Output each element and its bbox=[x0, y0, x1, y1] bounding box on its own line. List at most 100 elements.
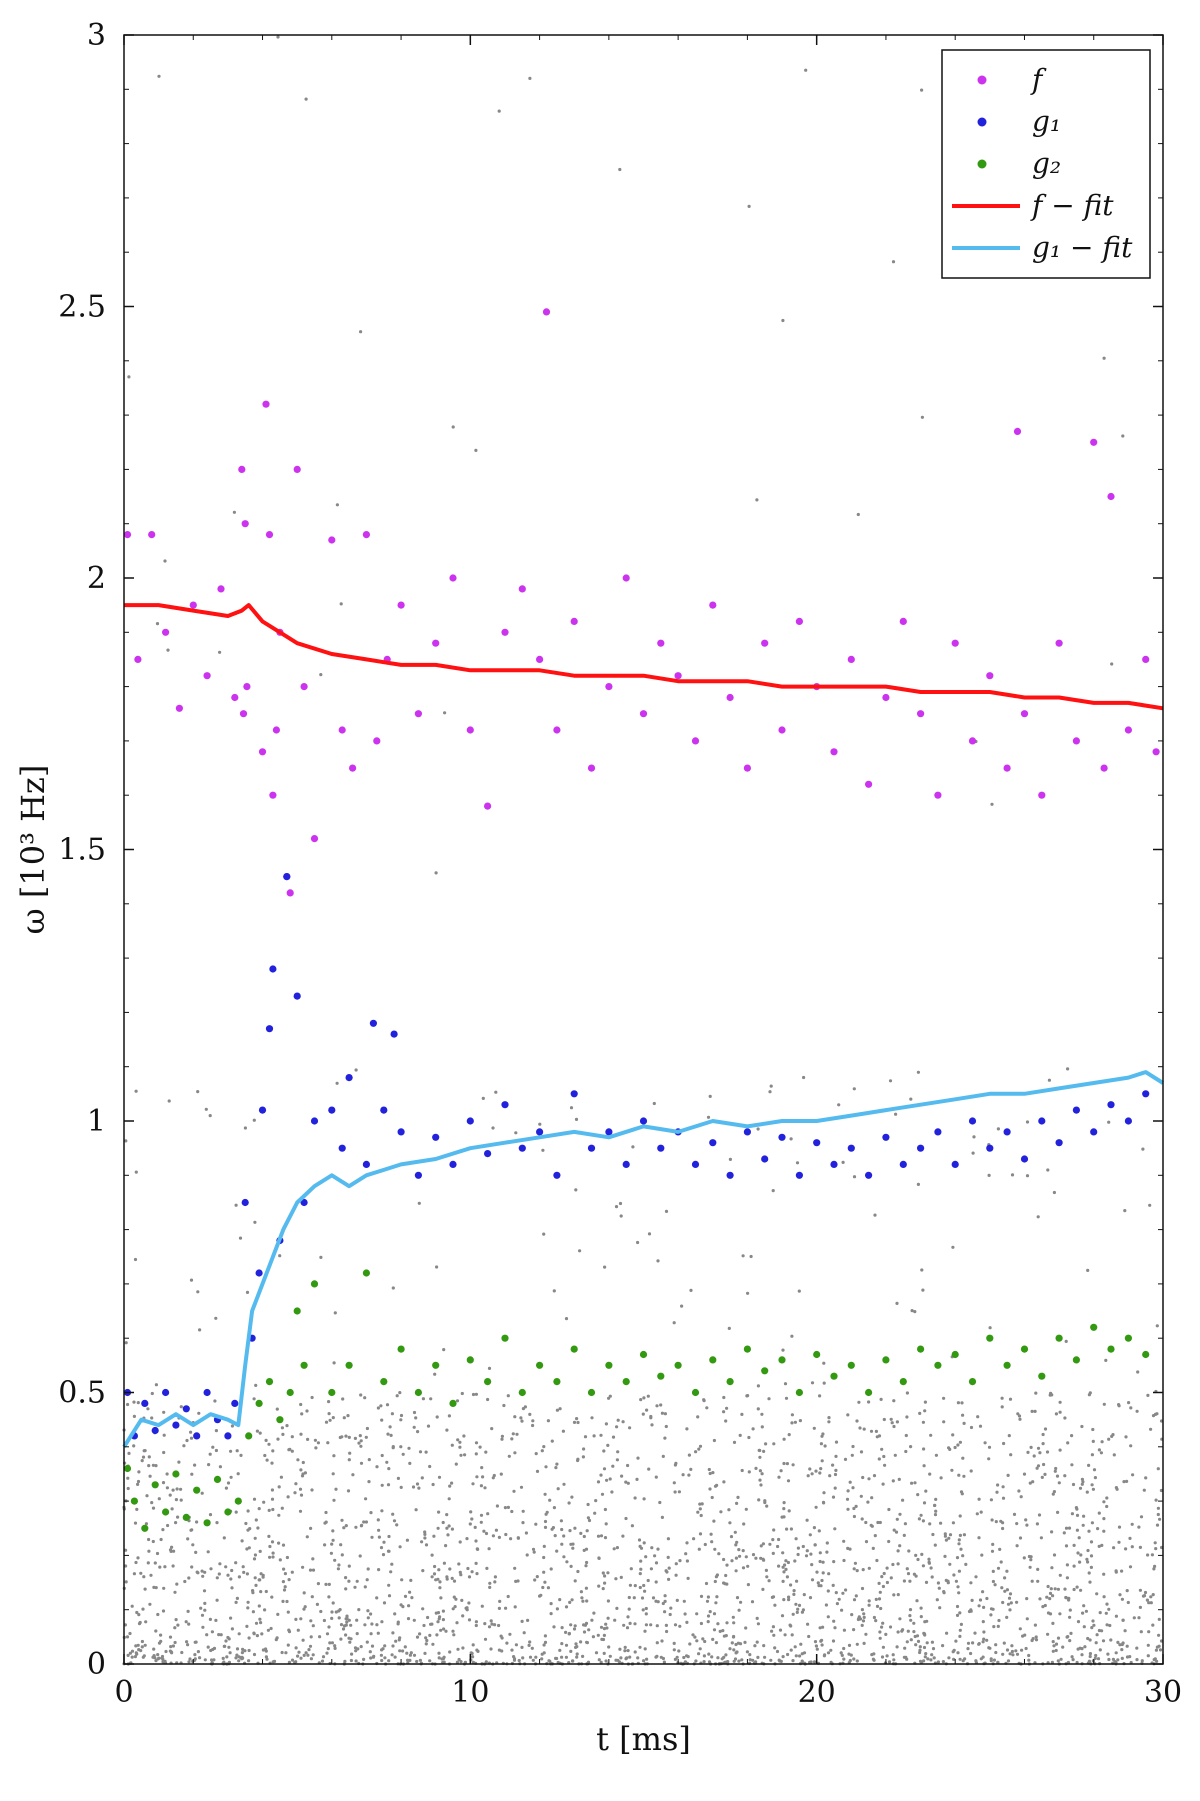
background-point bbox=[636, 1656, 640, 1660]
background-point bbox=[980, 1553, 984, 1557]
series-1-point bbox=[338, 1144, 346, 1152]
background-point bbox=[712, 1519, 716, 1523]
background-point bbox=[848, 1547, 852, 1551]
background-point bbox=[571, 1659, 575, 1663]
background-point bbox=[880, 1625, 884, 1629]
series-0-point bbox=[272, 726, 280, 734]
background-point bbox=[730, 1559, 734, 1563]
background-point bbox=[597, 1658, 601, 1662]
background-point bbox=[898, 1512, 902, 1516]
background-point bbox=[712, 1438, 717, 1443]
background-point bbox=[458, 1445, 462, 1449]
background-point bbox=[337, 1616, 341, 1620]
background-point bbox=[672, 1641, 676, 1645]
background-point bbox=[962, 1474, 966, 1478]
background-point bbox=[742, 1522, 746, 1526]
background-point bbox=[203, 1658, 207, 1662]
background-point bbox=[607, 1645, 611, 1649]
background-point bbox=[475, 1648, 479, 1652]
background-point bbox=[403, 1645, 407, 1649]
background-point bbox=[349, 1637, 353, 1641]
background-point bbox=[981, 1655, 985, 1659]
series-0-point bbox=[258, 748, 267, 756]
background-point bbox=[152, 1585, 156, 1589]
background-point bbox=[1137, 1525, 1141, 1529]
background-point bbox=[647, 1467, 651, 1471]
background-point bbox=[190, 1565, 194, 1569]
background-point bbox=[240, 1657, 244, 1661]
background-point bbox=[820, 1434, 824, 1438]
background-point bbox=[246, 1606, 250, 1610]
background-point bbox=[707, 1467, 711, 1472]
background-point bbox=[982, 1605, 986, 1609]
background-point bbox=[450, 1527, 454, 1531]
background-point bbox=[699, 1513, 703, 1518]
background-point bbox=[1014, 1649, 1018, 1653]
background-point bbox=[331, 1416, 335, 1420]
background-point bbox=[247, 1659, 251, 1663]
background-point bbox=[867, 1477, 871, 1481]
background-point bbox=[247, 1636, 251, 1640]
background-point bbox=[396, 1620, 400, 1624]
background-point bbox=[791, 1463, 795, 1467]
background-point bbox=[888, 1079, 893, 1083]
background-point bbox=[603, 1581, 607, 1585]
background-point bbox=[159, 1633, 163, 1637]
series-0-point bbox=[1038, 791, 1046, 799]
background-point bbox=[1159, 1488, 1163, 1493]
background-point bbox=[380, 1620, 384, 1624]
background-point bbox=[564, 1655, 569, 1659]
background-point bbox=[584, 1564, 588, 1568]
background-point bbox=[513, 1605, 517, 1609]
background-point bbox=[1102, 1402, 1106, 1406]
background-point bbox=[761, 1557, 765, 1561]
background-point bbox=[141, 1607, 145, 1611]
background-point bbox=[942, 1420, 946, 1424]
background-point bbox=[153, 1561, 157, 1565]
background-point bbox=[1093, 1656, 1097, 1660]
background-point bbox=[734, 1642, 738, 1647]
background-point bbox=[882, 1454, 886, 1459]
background-point bbox=[314, 1446, 318, 1450]
background-point bbox=[621, 1420, 625, 1424]
background-point bbox=[626, 1615, 630, 1619]
background-point bbox=[342, 1416, 346, 1420]
background-point bbox=[652, 1101, 656, 1106]
background-point bbox=[269, 1626, 273, 1631]
background-point bbox=[237, 1655, 241, 1659]
background-point bbox=[842, 1657, 846, 1661]
background-point bbox=[442, 1348, 446, 1352]
series-1-point bbox=[283, 873, 291, 881]
background-point bbox=[562, 1534, 566, 1538]
background-point bbox=[467, 1575, 472, 1579]
background-point bbox=[722, 1634, 727, 1638]
background-point bbox=[921, 1420, 926, 1424]
background-point bbox=[909, 1618, 913, 1622]
background-point bbox=[259, 1590, 263, 1594]
background-point bbox=[148, 1474, 152, 1478]
background-point bbox=[623, 1649, 627, 1653]
background-point bbox=[629, 1567, 633, 1571]
background-point bbox=[558, 1407, 562, 1411]
series-2-point bbox=[362, 1269, 370, 1277]
background-point bbox=[815, 1647, 819, 1651]
background-point bbox=[840, 1608, 844, 1612]
background-point bbox=[959, 1622, 964, 1626]
background-point bbox=[734, 1556, 739, 1560]
background-point bbox=[747, 204, 751, 208]
background-point bbox=[310, 1395, 314, 1400]
background-point bbox=[510, 1648, 514, 1652]
background-point bbox=[994, 1643, 998, 1647]
background-point bbox=[719, 1510, 723, 1514]
background-point bbox=[1005, 1588, 1010, 1592]
series-1-point bbox=[369, 1019, 377, 1027]
background-point bbox=[365, 1578, 369, 1582]
background-point bbox=[1028, 1481, 1032, 1485]
background-point bbox=[814, 1505, 818, 1509]
background-point bbox=[493, 1580, 497, 1584]
background-point bbox=[136, 1482, 140, 1486]
background-point bbox=[139, 1571, 143, 1575]
background-point bbox=[798, 1654, 802, 1658]
background-point bbox=[1092, 1623, 1096, 1627]
series-0-point bbox=[1100, 764, 1108, 772]
